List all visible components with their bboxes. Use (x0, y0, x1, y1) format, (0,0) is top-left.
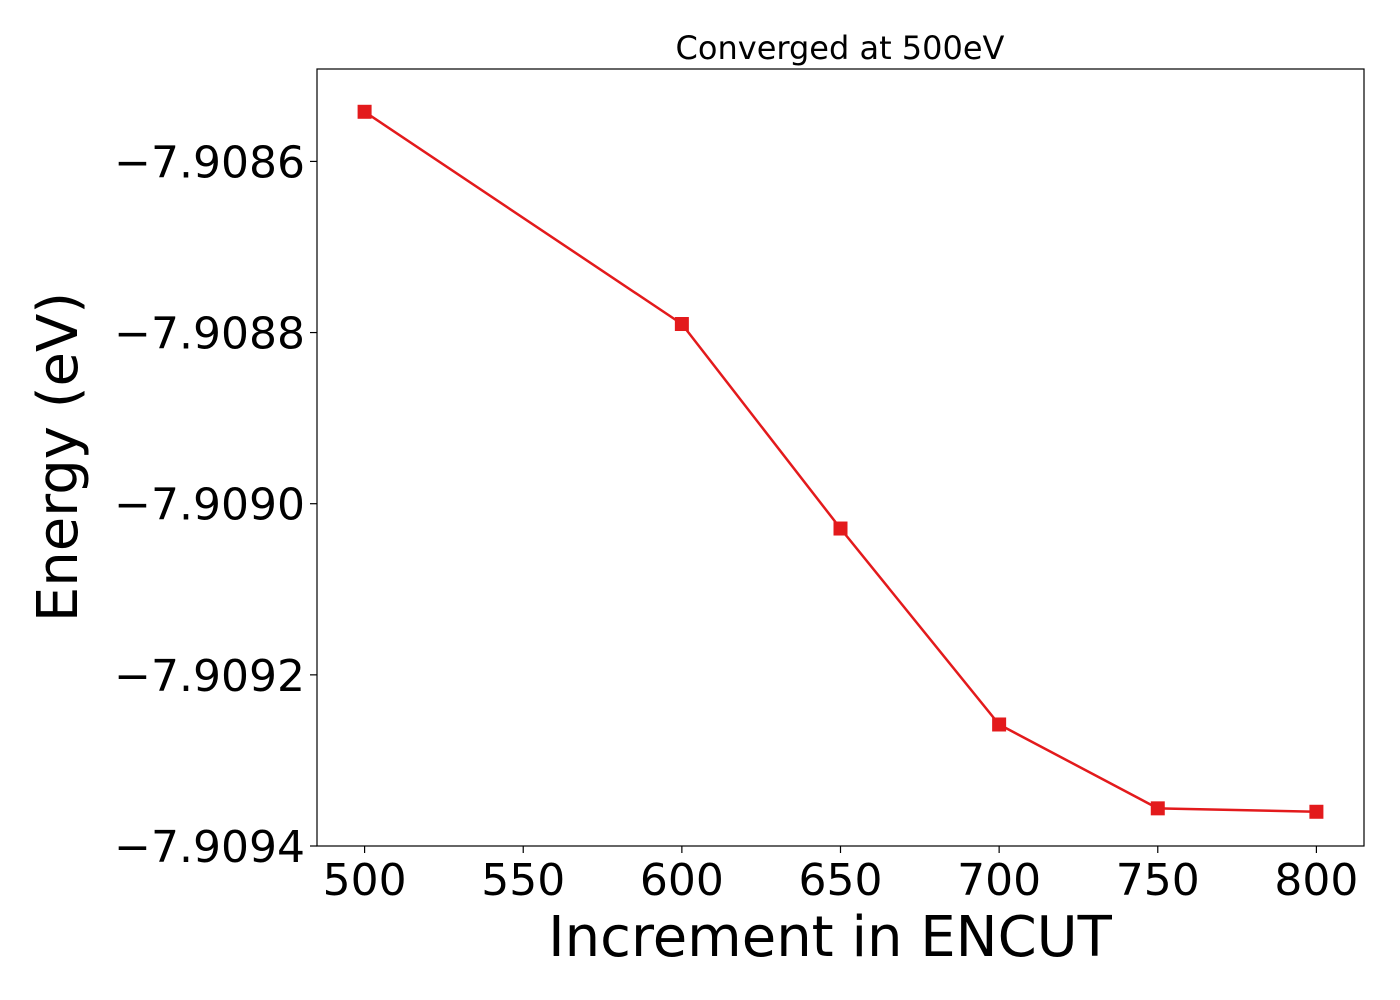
y-tick-label: −7.9094 (114, 822, 305, 873)
y-tick-label: −7.9092 (114, 651, 305, 702)
y-tick-label: −7.9086 (114, 137, 305, 188)
series-line (363, 110, 1317, 814)
x-tick-label: 650 (799, 855, 883, 906)
x-tick-label: 600 (640, 855, 724, 906)
y-tick-label: −7.9090 (114, 480, 305, 531)
x-axis-label: Increment in ENCUT (548, 905, 1113, 970)
y-tick-label: −7.9088 (114, 309, 305, 360)
data-point (1150, 801, 1165, 816)
x-tick-label: 700 (957, 855, 1041, 906)
data-point (833, 521, 848, 536)
x-tick-label: 500 (323, 855, 407, 906)
x-tick-label: 800 (1274, 855, 1358, 906)
x-axis: 500 550 600 650 700 750 800 (323, 846, 1358, 906)
x-tick-label: 750 (1116, 855, 1200, 906)
x-tick-label: 550 (481, 855, 565, 906)
series-layer (357, 104, 1324, 819)
data-point (357, 104, 372, 119)
data-point (992, 717, 1007, 732)
chart-title: Converged at 500eV (676, 29, 1005, 67)
data-point (1309, 804, 1324, 819)
data-point (674, 317, 689, 332)
y-axis-label: Energy (eV) (26, 292, 91, 622)
y-axis: −7.9086 −7.9088 −7.9090 −7.9092 −7.9094 (114, 137, 317, 873)
